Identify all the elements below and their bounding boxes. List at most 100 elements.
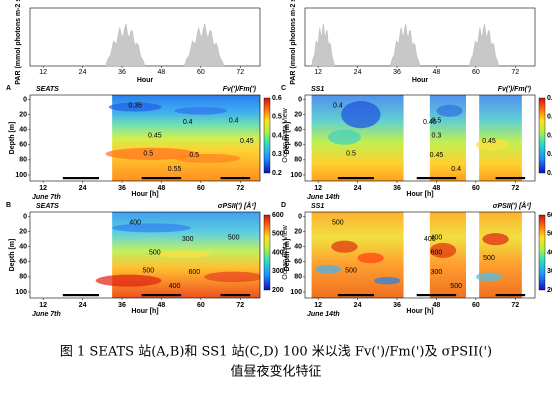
y-axis-label: PAR (mmol photons m-2 s-1): [15, 0, 22, 85]
colorbar-tick-label: 400: [272, 249, 284, 256]
station-label: SEATS: [36, 86, 59, 93]
contour-label: 0.4: [183, 119, 193, 126]
station-label: SS1: [311, 203, 324, 210]
y-tick-label: 100: [15, 289, 27, 296]
colorbar-tick-label: 200: [272, 287, 284, 294]
colorbar-tick-label: 500: [547, 231, 552, 238]
contour-label: 0.45: [240, 138, 254, 145]
x-axis-label: Hour [h]: [406, 308, 433, 315]
x-tick-label: 72: [236, 185, 244, 192]
colorbar: [538, 97, 546, 174]
night-bar: [416, 177, 457, 180]
x-axis-label: Hour [h]: [406, 191, 433, 198]
contour-label: 400: [431, 234, 443, 241]
x-tick-label: 24: [79, 185, 87, 192]
y-tick-label: 40: [294, 244, 302, 251]
contour-label: 0.35: [128, 102, 142, 109]
y-tick-label: 20: [294, 111, 302, 118]
x-tick-label: 12: [314, 185, 322, 192]
y-tick-label: 0: [23, 96, 27, 103]
parameter-label: σPSII(') [Å²]: [218, 201, 257, 210]
x-tick-label: 48: [158, 185, 166, 192]
x-tick-label: 72: [511, 185, 519, 192]
figure-content: 12 24 36 48 60 72 Hour PAR (mmol photons m-2 s-…: [6, 0, 552, 318]
panel-frame: [29, 211, 261, 299]
heatmap-patch: [479, 212, 522, 298]
x-tick-label: 60: [197, 302, 205, 309]
panel-letter: C: [281, 85, 286, 92]
night-bar: [220, 294, 251, 297]
contour-label: 0.5: [189, 152, 199, 159]
parameter-label: Fv(')/Fm('): [498, 86, 532, 93]
y-tick-label: 60: [294, 142, 302, 149]
contour-label: 0.5: [143, 151, 153, 158]
colorbar-tick-label: 200: [547, 287, 552, 294]
contour-label: 0.3: [432, 133, 442, 140]
y-tick-label: 40: [294, 127, 302, 134]
y-tick-label: 80: [294, 274, 302, 281]
night-bar: [141, 177, 182, 180]
y-tick-label: 60: [19, 142, 27, 149]
y-tick-label: 20: [19, 228, 27, 235]
x-tick-label: 72: [236, 69, 244, 76]
heatmap-blob: [331, 240, 358, 253]
heatmap-blob: [314, 264, 342, 274]
y-tick-label: 20: [294, 228, 302, 235]
contour-label: 0.5: [432, 117, 442, 124]
colorbar-tick-label: 0.6: [547, 95, 552, 102]
colorbar-tick-label: 0.2: [547, 170, 552, 177]
x-tick-label: 60: [472, 302, 480, 309]
station-label: SEATS: [36, 203, 59, 210]
x-tick-label: 36: [393, 185, 401, 192]
contour-label: 500: [142, 268, 154, 275]
heatmap-blob: [341, 101, 381, 129]
x-tick-label: 36: [118, 185, 126, 192]
colorbar-tick-label: 300: [272, 268, 284, 275]
heatmap-patch: [311, 212, 404, 298]
y-tick-label: 40: [19, 127, 27, 134]
heatmap-blob: [204, 271, 260, 283]
heatmap-blob: [482, 233, 509, 246]
par-area: [390, 23, 421, 67]
night-bar: [141, 294, 182, 297]
x-tick-label: 24: [354, 69, 362, 76]
colorbar-tick-label: 0.4: [272, 132, 282, 139]
contour-label: 400: [169, 283, 181, 290]
heatmap-blob: [436, 104, 463, 117]
x-tick-label: 24: [79, 302, 87, 309]
x-axis-label: Hour [h]: [131, 308, 158, 315]
night-bar: [337, 294, 374, 297]
x-tick-label: 36: [118, 69, 126, 76]
contour-label: 400: [424, 236, 436, 243]
x-tick-label: 36: [118, 302, 126, 309]
x-axis-label: Hour [h]: [131, 191, 158, 198]
colorbar-tick-label: 0.3: [272, 151, 282, 158]
date-label: June 7th: [32, 194, 61, 201]
x-tick-label: 12: [314, 302, 322, 309]
y-axis-label: Depth [m]: [9, 122, 16, 155]
colorbar-tick-label: 500: [272, 231, 284, 238]
x-tick-label: 48: [433, 302, 441, 309]
contour-label: 500: [332, 219, 344, 226]
par-frame: [304, 7, 536, 67]
x-tick-label: 48: [158, 302, 166, 309]
par-frame: [29, 7, 261, 67]
contour-label: 600: [431, 250, 443, 257]
night-bar: [495, 294, 526, 297]
panel-letter: A: [6, 85, 11, 92]
x-tick-label: 72: [236, 302, 244, 309]
x-tick-label: 72: [511, 69, 519, 76]
contour-label: 0.45: [148, 133, 162, 140]
colorbar-credit: Ocean Data View: [282, 224, 289, 279]
heatmap-blob: [174, 107, 228, 115]
x-axis-label: Hour: [137, 77, 154, 84]
y-tick-label: 100: [290, 172, 302, 179]
colorbar-tick-label: 0.5: [272, 114, 282, 121]
colorbar-credit: Ocean Data View: [282, 107, 289, 162]
y-tick-label: 80: [294, 157, 302, 164]
contour-label: 0.4: [451, 166, 461, 173]
y-tick-label: 60: [294, 259, 302, 266]
caption-line: 值昼夜变化特征: [230, 364, 321, 380]
x-tick-label: 12: [39, 302, 47, 309]
y-axis-label: PAR (mmol photons m-2 s-1): [290, 0, 297, 85]
